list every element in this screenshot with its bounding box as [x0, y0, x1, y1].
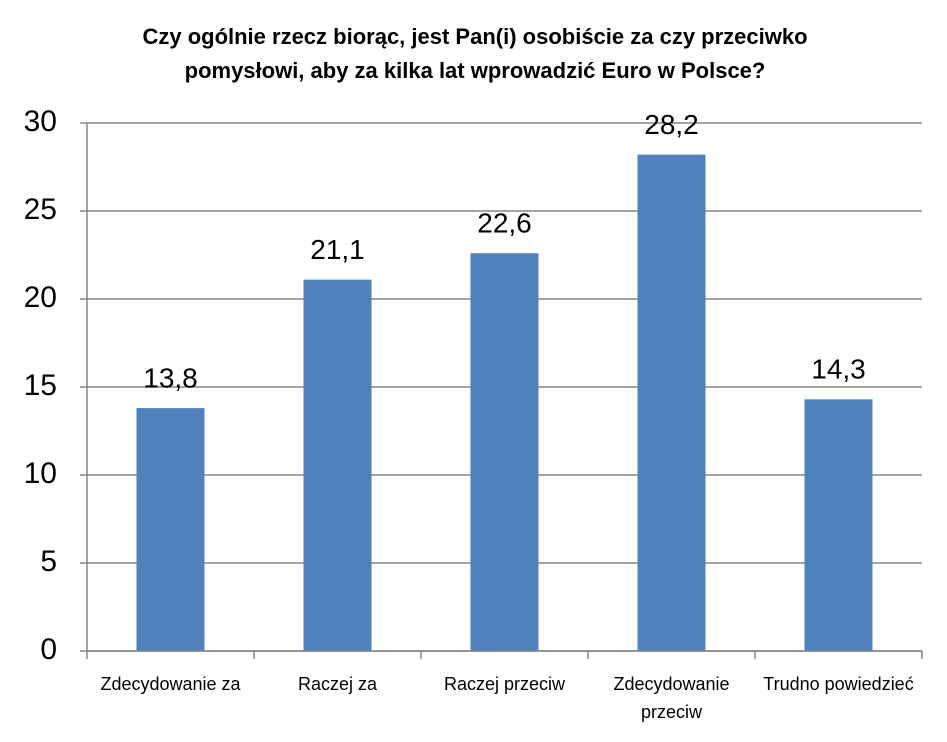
bar — [804, 399, 873, 651]
chart-title: Czy ogólnie rzecz biorąc, jest Pan(i) os… — [142, 24, 808, 83]
bar — [470, 253, 539, 652]
value-label: 22,6 — [477, 208, 532, 239]
x-tick-label: Trudno powiedzieć — [763, 674, 914, 694]
y-tick-label: 25 — [24, 193, 57, 226]
x-tick-label: Raczej przeciw — [443, 674, 566, 694]
x-tick-label: Raczej za — [297, 674, 378, 694]
y-tick-label: 15 — [24, 369, 57, 402]
y-tick-label: 10 — [24, 457, 57, 490]
x-tick-label: Zdecydowanie przeciw — [613, 674, 730, 722]
y-tick-label: 0 — [40, 633, 57, 666]
y-tick-label: 20 — [24, 281, 57, 314]
x-tick-label: Zdecydowanie za — [100, 674, 241, 694]
bar — [637, 154, 706, 651]
bar — [136, 408, 205, 651]
value-label: 28,2 — [644, 109, 699, 140]
y-tick-label: 30 — [24, 105, 57, 138]
bar — [303, 279, 372, 651]
value-label: 13,8 — [143, 363, 198, 394]
value-label: 21,1 — [310, 234, 365, 265]
value-label: 14,3 — [811, 354, 866, 385]
y-tick-label: 5 — [40, 545, 57, 578]
